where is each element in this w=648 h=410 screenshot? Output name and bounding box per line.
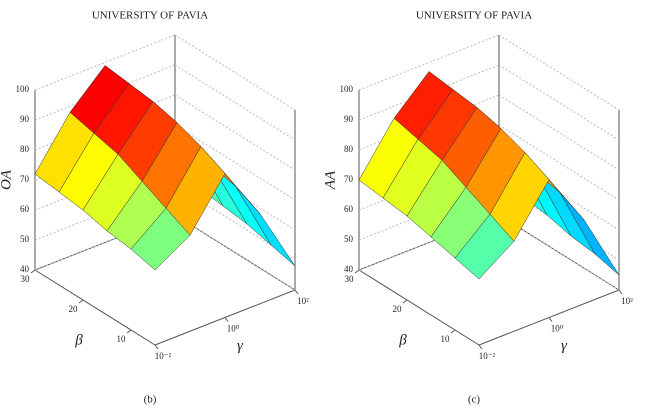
x-tick bbox=[154, 344, 159, 350]
z-tick-label: 80 bbox=[20, 144, 30, 154]
z-tick-label: 80 bbox=[344, 144, 354, 154]
z-tick-label: 100 bbox=[340, 84, 354, 94]
x-tick-label: 10⁻² bbox=[155, 351, 172, 361]
chart-title: UNIVERSITY OF PAVIA bbox=[92, 10, 208, 22]
y-tick bbox=[450, 329, 456, 334]
grid-line bbox=[498, 124, 620, 201]
chart-title: UNIVERSITY OF PAVIA bbox=[416, 10, 532, 22]
z-axis-label: AA bbox=[322, 170, 338, 190]
x-tick bbox=[294, 289, 299, 295]
grid-line bbox=[358, 64, 500, 121]
x-tick-label: 10⁰ bbox=[551, 324, 564, 334]
y-axis-label: β bbox=[398, 333, 407, 349]
y-tick-label: 10 bbox=[117, 334, 127, 344]
grid-line bbox=[174, 94, 296, 171]
y-tick bbox=[402, 299, 408, 304]
y-tick-label: 20 bbox=[393, 304, 403, 314]
x-axis-label: γ bbox=[237, 338, 244, 354]
y-tick bbox=[78, 299, 84, 304]
grid-line bbox=[34, 64, 176, 121]
x-tick-label: 10⁰ bbox=[227, 324, 240, 334]
grid-line bbox=[358, 34, 500, 91]
surface-facet bbox=[454, 213, 515, 280]
grid-line bbox=[174, 124, 296, 201]
z-tick-label: 40 bbox=[344, 264, 354, 274]
caption: (b) bbox=[144, 394, 157, 406]
axis-line bbox=[358, 269, 480, 346]
y-tick-label: 20 bbox=[69, 304, 79, 314]
z-tick-label: 60 bbox=[20, 204, 30, 214]
z-axis-label: OA bbox=[0, 169, 14, 190]
grid-line bbox=[174, 154, 296, 231]
x-tick bbox=[618, 289, 623, 295]
y-tick-label: 10 bbox=[441, 334, 451, 344]
z-tick-label: 60 bbox=[344, 204, 354, 214]
surface-facet bbox=[235, 186, 296, 267]
grid-line bbox=[34, 34, 176, 91]
z-tick-label: 70 bbox=[344, 174, 354, 184]
y-tick bbox=[354, 269, 360, 274]
grid-line bbox=[174, 64, 296, 141]
grid-line bbox=[498, 94, 620, 171]
x-tick bbox=[224, 317, 229, 322]
z-tick-label: 50 bbox=[20, 234, 30, 244]
grid-line bbox=[174, 214, 296, 291]
x-tick bbox=[478, 344, 483, 350]
y-tick bbox=[126, 329, 132, 334]
x-tick-label: 10² bbox=[297, 296, 309, 306]
z-tick-label: 70 bbox=[20, 174, 30, 184]
x-tick-label: 10² bbox=[621, 296, 633, 306]
caption: (c) bbox=[468, 394, 481, 406]
x-tick-label: 10⁻² bbox=[479, 351, 496, 361]
y-tick-label: 30 bbox=[345, 274, 355, 284]
z-tick-label: 90 bbox=[344, 114, 354, 124]
surface-facet bbox=[130, 207, 191, 271]
z-tick-label: 40 bbox=[20, 264, 30, 274]
axis-line bbox=[34, 269, 156, 346]
grid-line bbox=[174, 34, 296, 111]
y-tick bbox=[30, 269, 36, 274]
y-tick-label: 30 bbox=[21, 274, 31, 284]
grid-line bbox=[498, 214, 620, 291]
grid-line bbox=[498, 34, 620, 111]
grid-line bbox=[498, 154, 620, 231]
z-tick-label: 50 bbox=[344, 234, 354, 244]
x-axis-label: γ bbox=[561, 338, 568, 354]
grid-line bbox=[498, 64, 620, 141]
y-axis-label: β bbox=[74, 333, 83, 349]
z-tick-label: 90 bbox=[20, 114, 30, 124]
x-tick bbox=[548, 317, 553, 322]
z-tick-label: 100 bbox=[16, 84, 30, 94]
